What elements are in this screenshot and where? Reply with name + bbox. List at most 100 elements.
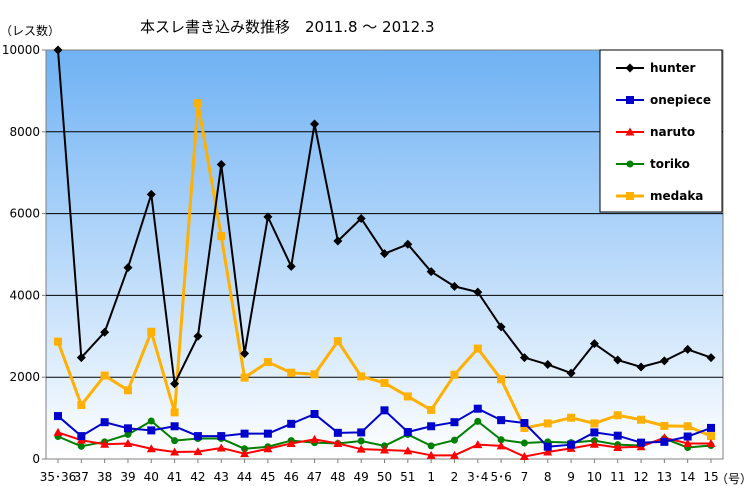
y-tick-label: 10000 xyxy=(2,43,40,57)
hunter-point xyxy=(403,239,413,249)
naruto-point xyxy=(613,443,623,452)
toriko-point xyxy=(427,442,435,450)
hunter-point xyxy=(426,267,436,277)
x-tick-label: 11 xyxy=(610,470,625,484)
hunter-point xyxy=(356,214,366,224)
naruto-point xyxy=(333,438,343,447)
naruto-point xyxy=(706,438,716,447)
onepiece-point xyxy=(427,422,436,431)
naruto-point xyxy=(193,447,203,456)
hunter-point xyxy=(76,353,86,363)
y-axis: 0 2000 4000 6000 8000 10000 xyxy=(2,43,46,466)
legend-item-toriko: toriko xyxy=(616,157,690,171)
x-tick-label: 49 xyxy=(354,470,369,484)
series xyxy=(53,45,716,461)
hunter-point xyxy=(193,331,203,341)
x-tick-label: 10 xyxy=(587,470,602,484)
toriko-point xyxy=(124,430,132,438)
x-tick-label: 2 xyxy=(451,470,459,484)
series-hunter xyxy=(53,45,716,389)
onepiece-point xyxy=(403,428,412,437)
onepiece-point xyxy=(543,442,552,451)
onepiece-point xyxy=(520,419,529,428)
x-tick-label: 3･4 xyxy=(467,470,488,484)
medaka-point xyxy=(637,415,646,424)
onepiece-point xyxy=(590,428,599,437)
onepiece-point xyxy=(287,419,296,428)
hunter-point xyxy=(543,360,553,370)
hunter-point xyxy=(566,368,576,378)
toriko-point xyxy=(171,437,179,445)
medaka-point xyxy=(683,422,692,431)
y-tick-label: 6000 xyxy=(9,207,40,221)
x-tick-label: 44 xyxy=(237,470,252,484)
naruto-point xyxy=(216,443,226,452)
hunter-point xyxy=(659,356,669,366)
hunter-point xyxy=(473,287,483,297)
y-tick-label: 8000 xyxy=(9,125,40,139)
naruto-point xyxy=(403,446,413,455)
hunter-point xyxy=(310,119,320,129)
legend-item-naruto: naruto xyxy=(616,125,695,139)
x-tick-label: 47 xyxy=(307,470,322,484)
x-tick-label: 14 xyxy=(680,470,695,484)
medaka-point xyxy=(170,408,179,417)
medaka-point xyxy=(543,419,552,428)
legend-label: onepiece xyxy=(650,93,711,107)
x-tick-label: 35･36 xyxy=(40,470,77,484)
hunter-point xyxy=(613,355,623,365)
hunter-point xyxy=(216,160,226,170)
onepiece-point xyxy=(240,429,249,438)
hunter-point xyxy=(170,379,180,389)
onepiece-point xyxy=(147,426,156,435)
y-tick-label: 2000 xyxy=(9,370,40,384)
medaka-point xyxy=(660,421,669,430)
hunter-point xyxy=(286,261,296,271)
onepiece-point xyxy=(637,438,646,447)
x-axis-label: （号） xyxy=(716,472,750,486)
gridlines xyxy=(46,131,723,378)
y-tick-label: 4000 xyxy=(9,288,40,302)
medaka-point xyxy=(497,375,506,384)
x-tick-label: 7 xyxy=(521,470,529,484)
series-onepiece xyxy=(54,404,715,451)
medaka-point xyxy=(123,386,132,395)
onepiece-point xyxy=(707,423,715,432)
onepiece-point xyxy=(77,432,86,441)
y-axis-label: （レス数） xyxy=(0,23,60,38)
onepiece-point xyxy=(263,429,272,438)
series-medaka xyxy=(54,99,715,441)
medaka-point xyxy=(380,378,389,387)
toriko-point xyxy=(497,436,505,444)
x-tick-label: 38 xyxy=(97,470,112,484)
naruto-point xyxy=(356,444,366,453)
legend-label: hunter xyxy=(650,61,696,75)
toriko-point xyxy=(241,445,249,453)
medaka-point xyxy=(310,370,319,379)
hunter-point xyxy=(449,281,459,291)
medaka-point xyxy=(403,392,412,401)
onepiece-point xyxy=(660,437,669,446)
toriko-point xyxy=(147,417,155,425)
naruto-point xyxy=(589,439,599,448)
onepiece-point xyxy=(123,424,132,433)
naruto-point xyxy=(146,444,156,453)
hunter-point xyxy=(496,322,506,332)
series-naruto xyxy=(53,427,716,461)
medaka-point xyxy=(427,405,436,414)
naruto-point xyxy=(100,439,110,448)
hunter-point xyxy=(333,236,343,246)
toriko-point xyxy=(450,436,458,444)
x-tick-label: 51 xyxy=(400,470,415,484)
legend-item-medaka: medaka xyxy=(616,189,703,203)
naruto-point xyxy=(473,440,483,449)
medaka-point xyxy=(147,327,156,336)
onepiece-point xyxy=(333,428,342,437)
medaka-point xyxy=(217,232,226,241)
legend-marker xyxy=(626,192,634,200)
onepiece-point xyxy=(170,422,179,431)
x-tick-label: 46 xyxy=(284,470,299,484)
naruto-point xyxy=(123,438,133,447)
hunter-point xyxy=(519,353,529,363)
hunter-point xyxy=(683,344,693,354)
